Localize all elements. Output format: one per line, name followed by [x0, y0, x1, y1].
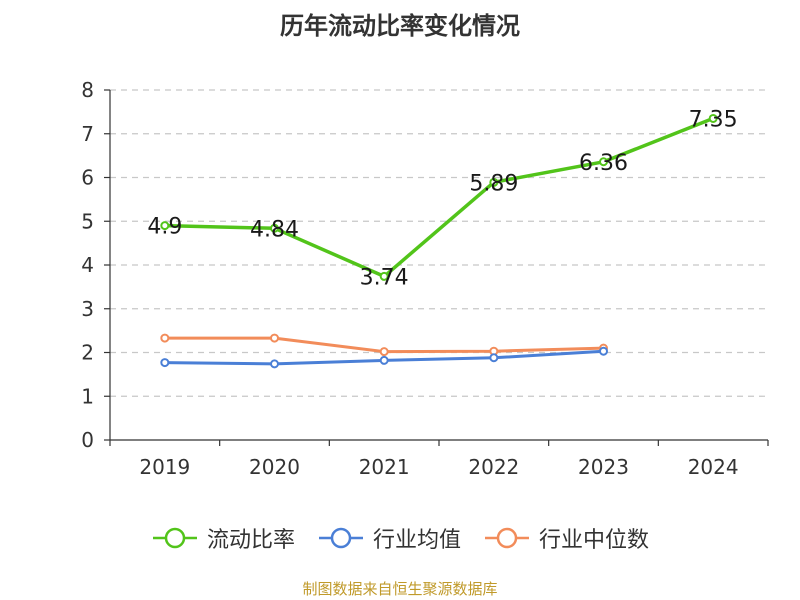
- y-tick-label: 0: [81, 428, 94, 452]
- data-label: 5.89: [469, 171, 518, 196]
- series-line: [163, 116, 715, 279]
- y-tick-label: 1: [81, 384, 94, 408]
- x-tick-label: 2022: [468, 455, 519, 479]
- x-tick-label: 2024: [688, 455, 739, 479]
- y-tick-label: 8: [81, 78, 94, 102]
- legend-label: 行业中位数: [539, 528, 650, 553]
- data-point: [270, 333, 279, 343]
- data-point: [599, 346, 608, 356]
- y-tick-label: 4: [81, 253, 94, 277]
- legend-item[interactable]: 行业均值: [317, 522, 461, 554]
- data-label: 6.36: [579, 151, 628, 176]
- chart-title: 历年流动比率变化情况: [280, 12, 520, 40]
- source-note: 制图数据来自恒生聚源数据库: [302, 580, 498, 598]
- y-tick-label: 7: [81, 122, 94, 146]
- x-tick-label: 2023: [578, 455, 629, 479]
- y-tick-label: 3: [81, 297, 94, 321]
- data-labels: 4.9 4.84 3.74 5.89 6.36 7.35: [147, 107, 737, 290]
- legend-label: 流动比率: [206, 528, 295, 553]
- legend: 流动比率 行业均值 行业中位数: [0, 521, 800, 555]
- data-point: [270, 223, 279, 233]
- legend-label: 行业均值: [372, 528, 461, 553]
- legend-swatch: [485, 527, 529, 549]
- data-point: [599, 157, 608, 167]
- x-tick-label: 2019: [139, 455, 190, 479]
- y-tick-label: 2: [81, 341, 94, 365]
- data-point: [489, 353, 499, 363]
- data-point: [379, 355, 389, 365]
- data-label: 4.9: [147, 215, 182, 240]
- x-tick-label: 2021: [359, 455, 410, 479]
- data-point: [160, 221, 170, 231]
- y-tick-label: 6: [81, 166, 94, 190]
- data-point: [379, 347, 389, 357]
- data-label: 4.84: [250, 217, 299, 242]
- x-tick-label: 2020: [249, 455, 300, 479]
- legend-item[interactable]: 行业中位数: [483, 522, 649, 554]
- data-label: 3.74: [360, 265, 409, 290]
- data-label: 7.35: [689, 107, 738, 132]
- data-point: [160, 333, 170, 343]
- legend-item[interactable]: 流动比率: [151, 522, 295, 554]
- axes: 0 1 2 3 4 5 6 7 8 2019 2020 2021 2022 2023 2024: [81, 78, 769, 479]
- series-lines: [160, 113, 718, 369]
- legend-swatch: [152, 527, 197, 549]
- data-point: [379, 271, 389, 281]
- data-point: [270, 359, 279, 369]
- data-point: [160, 358, 170, 368]
- data-point: [489, 177, 499, 187]
- data-point: [708, 113, 718, 123]
- legend-swatch: [318, 527, 363, 549]
- y-tick-label: 5: [81, 209, 94, 233]
